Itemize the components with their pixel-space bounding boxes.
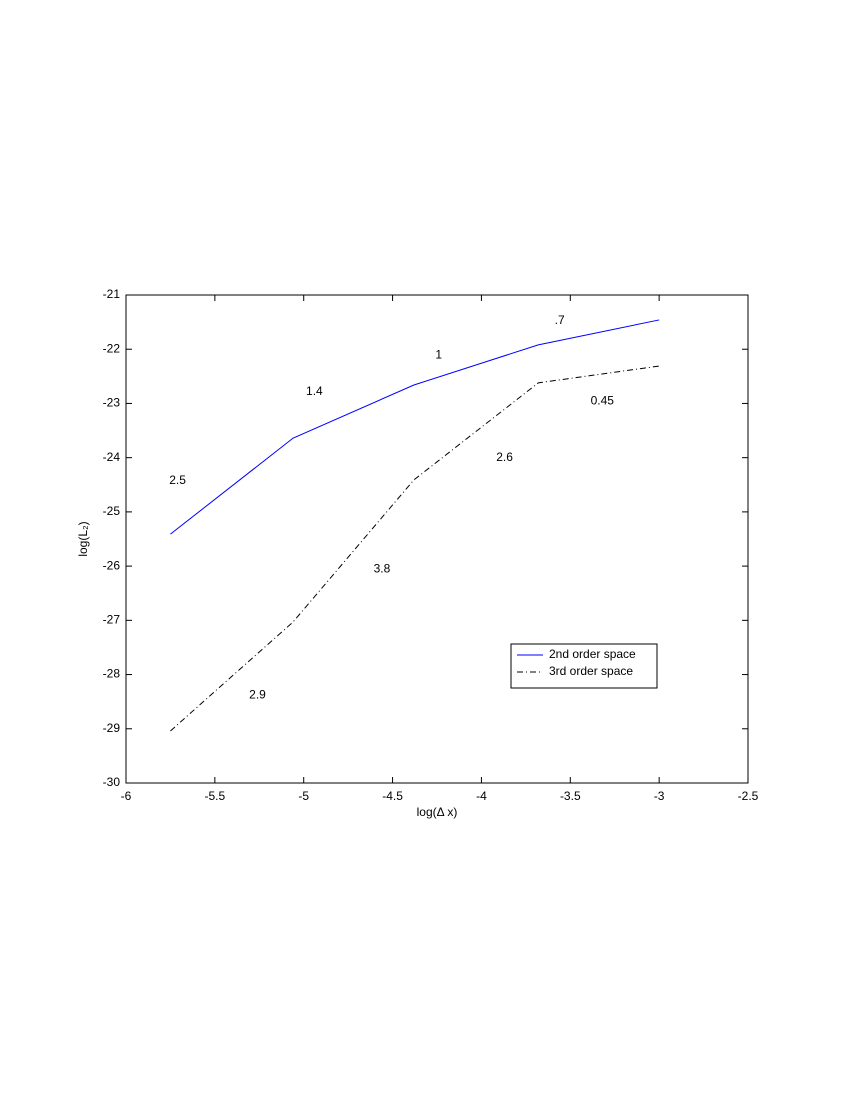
- legend-label: 3rd order space: [549, 664, 633, 678]
- series-line: [170, 319, 660, 535]
- annotation: 2.5: [169, 473, 186, 487]
- x-tick-label: -6: [121, 789, 132, 803]
- legend-label: 2nd order space: [549, 647, 636, 661]
- y-tick-label: -29: [103, 721, 121, 735]
- y-tick-label: -23: [103, 396, 121, 410]
- y-tick-label: -22: [103, 341, 121, 355]
- series-line: [170, 365, 660, 732]
- annotation: 1.4: [306, 384, 323, 398]
- plot-frame: [125, 294, 749, 784]
- y-tick-label: -28: [103, 667, 121, 681]
- annotation: 0.45: [591, 393, 615, 407]
- y-tick-label: -27: [103, 613, 121, 627]
- x-axis-label: log(Δ x): [417, 805, 458, 819]
- x-tick-label: -3: [654, 789, 665, 803]
- x-tick-label: -5.5: [205, 789, 226, 803]
- annotation: 3.8: [374, 562, 391, 576]
- annotation: 2.6: [496, 450, 513, 464]
- y-axis-label: log(L₂): [76, 521, 90, 556]
- annotation: 2.9: [249, 687, 266, 701]
- y-tick-label: -25: [103, 504, 121, 518]
- annotation: .7: [555, 313, 565, 327]
- y-tick-label: -26: [103, 558, 121, 572]
- x-tick-label: -2.5: [738, 789, 759, 803]
- y-tick-label: -24: [103, 450, 121, 464]
- x-tick-label: -5: [298, 789, 309, 803]
- x-tick-label: -4: [476, 789, 487, 803]
- x-tick-label: -3.5: [560, 789, 581, 803]
- legend-box: [510, 643, 658, 689]
- annotation: 1: [435, 347, 442, 361]
- y-tick-label: -21: [103, 287, 121, 301]
- x-tick-label: -4.5: [382, 789, 403, 803]
- y-tick-label: -30: [103, 775, 121, 789]
